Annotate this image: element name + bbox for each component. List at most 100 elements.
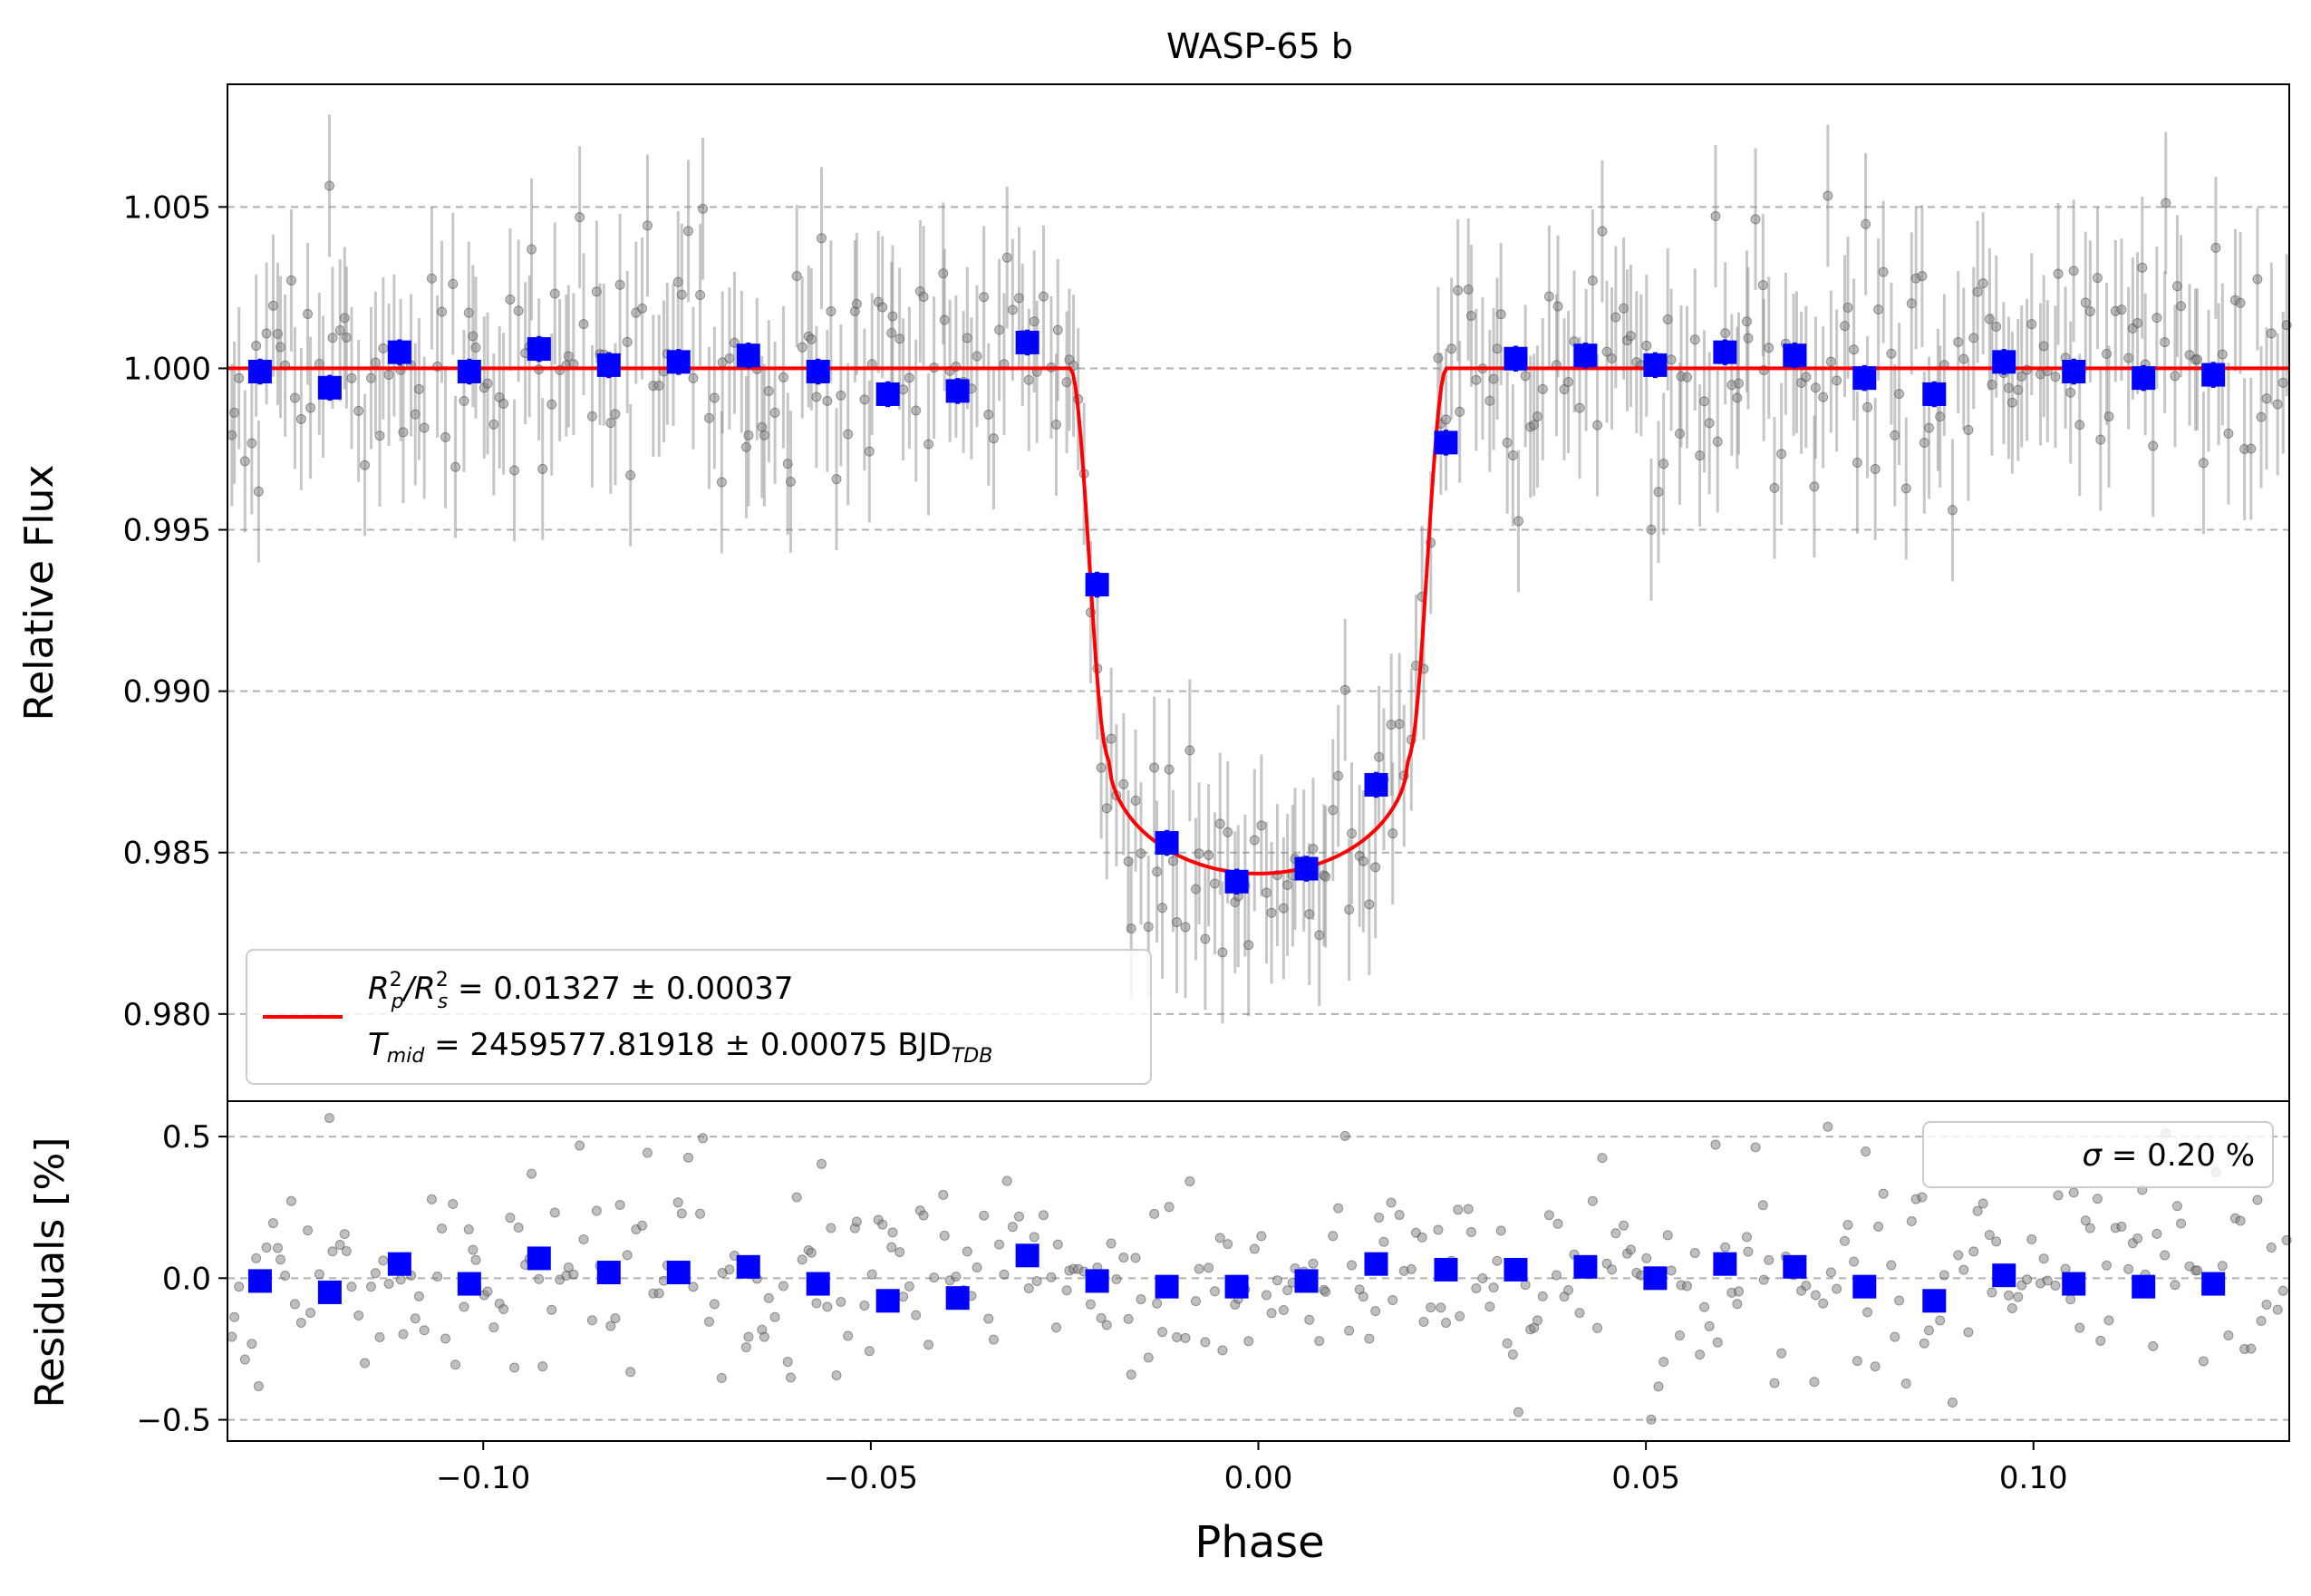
residual-raw-point — [353, 1310, 364, 1320]
raw-point — [851, 298, 862, 309]
raw-point — [253, 486, 264, 497]
raw-point — [1388, 828, 1398, 839]
raw-point — [1675, 429, 1686, 440]
residual-raw-point — [2042, 1275, 2053, 1286]
raw-point — [327, 333, 338, 343]
residual-binned-point — [457, 1272, 481, 1296]
residual-raw-point — [1710, 1139, 1721, 1150]
raw-point — [1358, 856, 1368, 866]
raw-point — [1106, 733, 1117, 744]
raw-point — [1433, 353, 1444, 363]
residual-raw-point — [2050, 1280, 2061, 1291]
residual-raw-point — [1610, 1228, 1621, 1239]
raw-point — [904, 372, 914, 383]
residual-raw-point — [1388, 1294, 1398, 1305]
residual-raw-point — [1977, 1198, 1988, 1209]
raw-point — [459, 395, 469, 406]
residual-raw-point — [1085, 1299, 1096, 1310]
residual-raw-point — [1052, 1239, 1063, 1250]
legend-line-radius-ratio: R2 p/R2 s = 0.01327 ± 0.00037 — [368, 969, 794, 1013]
raw-point — [1194, 848, 1204, 859]
raw-point — [2006, 397, 2017, 408]
residual-binned-point — [527, 1246, 551, 1271]
residual-raw-point — [1574, 1308, 1585, 1319]
raw-point — [724, 353, 735, 363]
residual-raw-point — [2176, 1218, 2187, 1229]
residual-raw-point — [688, 1282, 699, 1292]
residual-raw-point — [568, 1269, 579, 1280]
residual-raw-point — [1051, 1322, 1062, 1333]
raw-point — [797, 342, 807, 353]
raw-point — [1597, 226, 1608, 237]
residual-raw-point — [2038, 1253, 2049, 1264]
legend-tdb-sub: TDB — [952, 1045, 992, 1068]
raw-point — [1563, 376, 1574, 387]
residual-raw-point — [229, 1311, 240, 1322]
residual-raw-point — [341, 1245, 352, 1256]
residual-binned-point — [1852, 1274, 1877, 1299]
raw-point — [470, 343, 481, 353]
raw-point — [2003, 382, 2014, 393]
residual-raw-point — [1492, 1255, 1503, 1266]
raw-point — [1507, 450, 1518, 460]
raw-point — [1710, 210, 1721, 221]
raw-point — [509, 465, 520, 476]
raw-point — [1818, 392, 1829, 402]
raw-point — [251, 340, 262, 351]
raw-point — [1852, 458, 1862, 469]
raw-point — [2192, 354, 2203, 365]
raw-point — [886, 328, 897, 339]
residual-raw-point — [432, 1272, 443, 1282]
raw-point — [769, 407, 780, 418]
x-tick-label: 0.10 — [1999, 1460, 2068, 1496]
residual-raw-point — [676, 1208, 687, 1219]
raw-point — [716, 477, 727, 488]
raw-point — [1096, 762, 1107, 773]
residual-raw-point — [2217, 1261, 2228, 1272]
residual-raw-point — [2026, 1234, 2037, 1245]
residual-raw-point — [1862, 1307, 1873, 1318]
raw-point — [1574, 402, 1585, 413]
residual-raw-point — [2068, 1187, 2079, 1198]
raw-point — [305, 402, 316, 413]
residual-raw-point — [1917, 1192, 1928, 1203]
raw-point — [1532, 411, 1542, 422]
raw-point — [614, 279, 625, 290]
binned-point — [1224, 869, 1249, 894]
residual-raw-point — [509, 1362, 520, 1373]
residual-raw-point — [1720, 1242, 1731, 1253]
residual-raw-point — [826, 1223, 836, 1233]
raw-point — [463, 307, 474, 318]
binned-point — [736, 343, 760, 368]
residual-raw-point — [2060, 1263, 2071, 1274]
residual-binned-point — [2062, 1272, 2086, 1296]
residual-raw-point — [785, 1372, 796, 1383]
raw-point — [537, 463, 548, 474]
raw-point — [2256, 411, 2267, 422]
residual-raw-point — [1818, 1298, 1829, 1309]
raw-point — [1502, 437, 1513, 448]
residual-raw-point — [962, 1246, 972, 1257]
raw-point — [859, 394, 870, 405]
residual-raw-point — [1592, 1322, 1603, 1333]
residual-raw-point — [683, 1152, 694, 1163]
raw-point — [229, 407, 240, 418]
residual-raw-point — [797, 1254, 807, 1265]
residual-raw-point — [938, 1189, 949, 1200]
raw-point — [887, 311, 898, 322]
bottom-legend[interactable]: σ = 0.20 % — [1922, 1121, 2274, 1188]
top-y-axis-label: Relative Flux — [16, 465, 63, 721]
residual-raw-point — [2092, 1194, 2103, 1204]
raw-point — [1552, 301, 1563, 312]
residual-raw-point — [1061, 1285, 1072, 1296]
raw-point — [1441, 414, 1452, 425]
binned-point — [1852, 366, 1877, 391]
raw-point — [1991, 321, 2002, 332]
top-legend[interactable]: R2 p/R2 s = 0.01327 ± 0.00037 Tmid = 24595… — [246, 949, 1152, 1085]
residual-raw-point — [578, 1233, 589, 1244]
residual-raw-point — [1532, 1315, 1542, 1326]
residual-raw-point — [1272, 1275, 1282, 1286]
residual-raw-point — [1878, 1188, 1889, 1199]
residual-raw-point — [1152, 1298, 1163, 1309]
raw-point — [2235, 297, 2246, 308]
